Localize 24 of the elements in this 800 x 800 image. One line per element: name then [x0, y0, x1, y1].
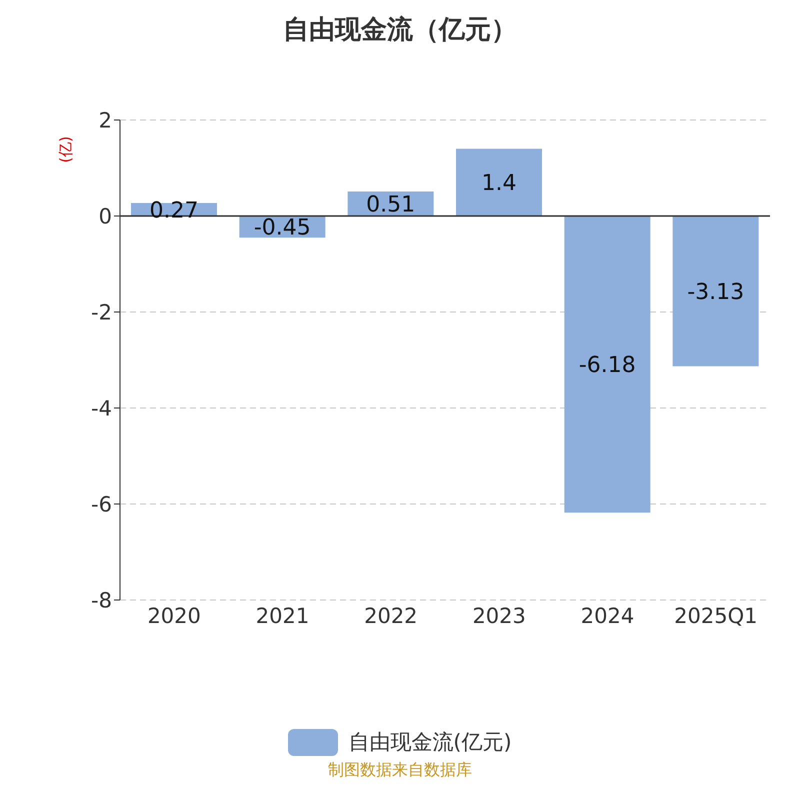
x-tick-label: 2023: [472, 604, 526, 628]
y-tick-label: -8: [91, 588, 112, 612]
y-tick-label: 0: [98, 204, 112, 228]
data-label: -6.18: [578, 353, 636, 378]
data-label: 0.51: [366, 192, 416, 218]
data-label: 1.4: [482, 171, 516, 196]
x-tick-label: 2022: [364, 604, 418, 628]
bar: [672, 216, 759, 366]
bar: [564, 216, 650, 513]
data-label: -3.13: [687, 280, 744, 305]
data-label: -0.45: [254, 216, 311, 241]
y-tick-label: -2: [91, 300, 112, 324]
bar: [456, 148, 542, 216]
y-axis-title: (亿): [56, 135, 76, 165]
text: 制图数据来自数据库: [327, 760, 473, 781]
chart-title: 自由现金流（亿元）: [282, 14, 518, 47]
y-tick-label: 2: [98, 108, 112, 132]
y-tick-label: -4: [91, 396, 112, 420]
legend-label: 自由现金流(亿元): [348, 729, 512, 756]
x-tick-label: 2025Q1: [674, 604, 758, 628]
x-tick-label: 2021: [256, 604, 310, 628]
x-tick-label: 2024: [580, 604, 634, 628]
y-tick-label: -6: [91, 492, 112, 516]
x-tick-label: 2020: [147, 604, 201, 628]
